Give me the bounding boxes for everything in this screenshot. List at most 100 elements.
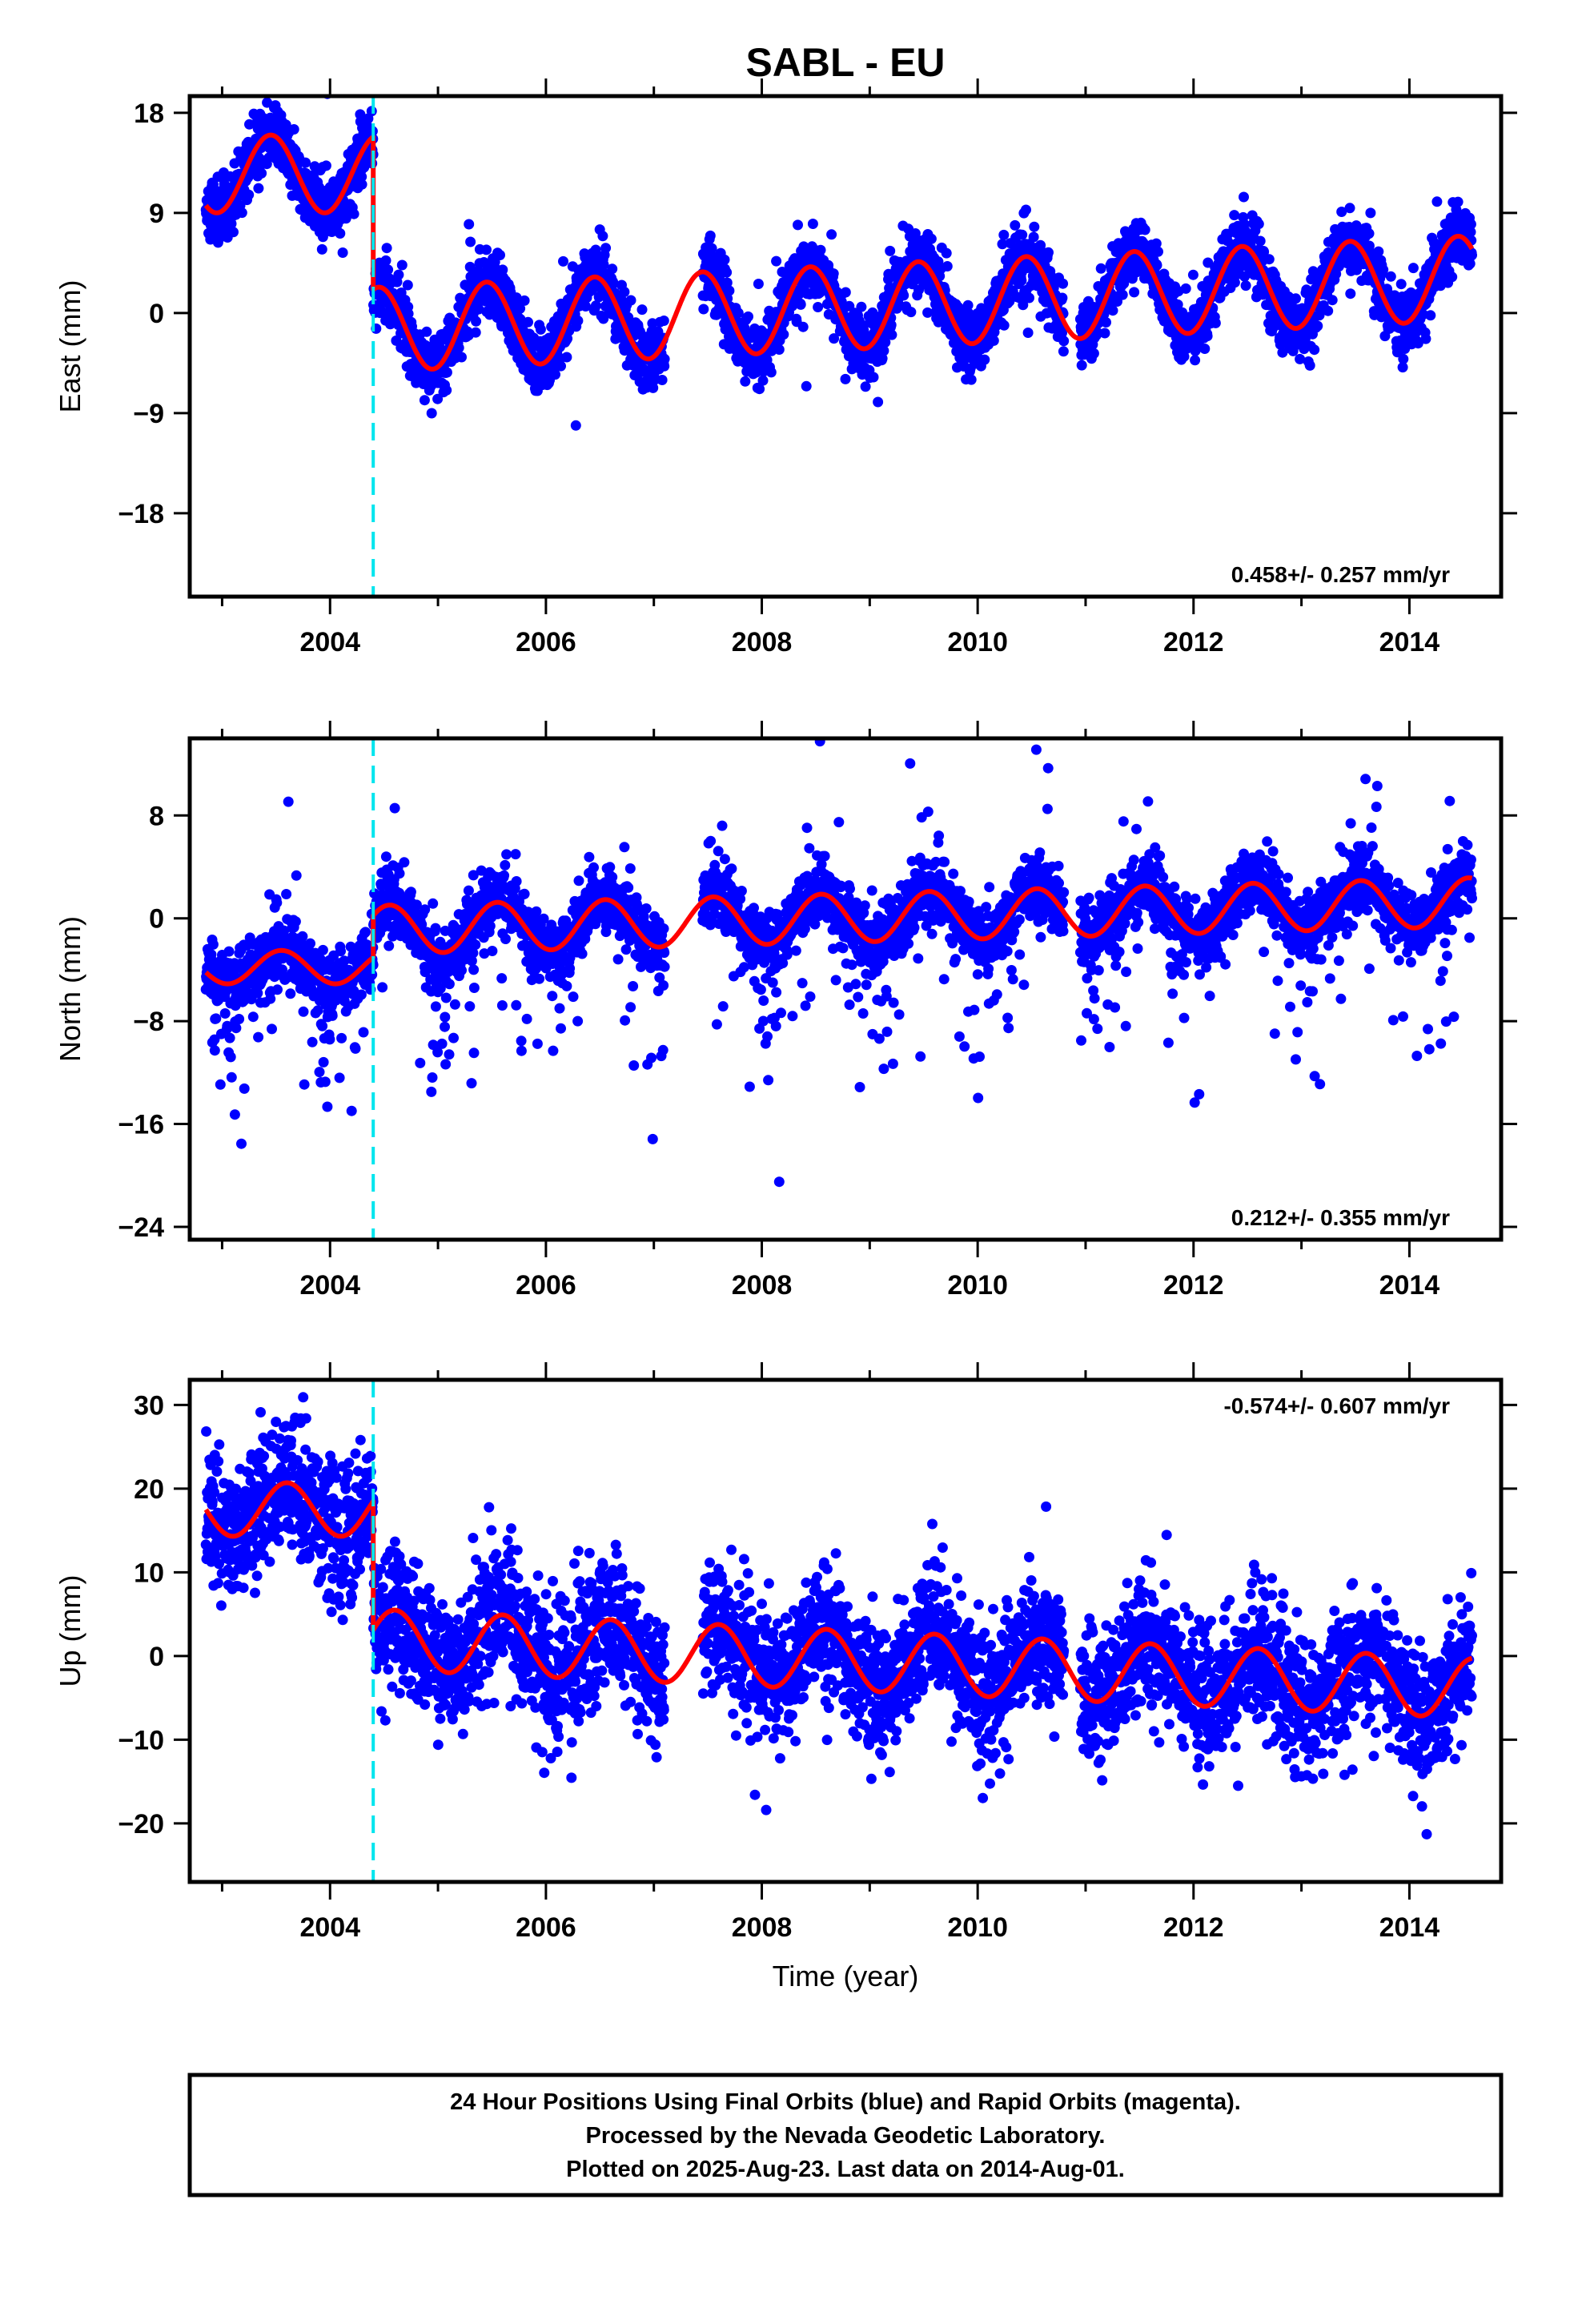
east-data-point (757, 375, 769, 386)
east-data-point (590, 244, 601, 255)
east-data-point (1363, 228, 1375, 239)
east-rate-label: 0.458+/- 0.257 mm/yr (1231, 562, 1450, 587)
east-data-point (797, 321, 809, 332)
east-data-point (348, 208, 359, 219)
east-data-point (1076, 360, 1087, 371)
east-data-point (840, 373, 851, 384)
east-data-point (1153, 246, 1163, 257)
east-data-point (1465, 219, 1476, 230)
east-data-point (556, 360, 566, 372)
east-x-tick-label: 2014 (1379, 627, 1440, 657)
north-data-point (272, 984, 283, 995)
figure-title: SABL - EU (745, 40, 945, 85)
east-y-axis-label: East (mm) (54, 280, 86, 413)
east-data-point (419, 395, 430, 406)
east-y-tick-label: −9 (133, 399, 164, 429)
east-data-point (1088, 348, 1099, 359)
east-data-point (441, 384, 452, 396)
east-data-point (1151, 259, 1162, 271)
east-data-point (1095, 263, 1106, 274)
north-data-point (355, 989, 367, 1000)
north-data-point (394, 868, 405, 879)
east-data-point (1255, 235, 1266, 247)
east-data-point (402, 279, 413, 291)
east-data-point (1010, 219, 1021, 231)
east-data-point (878, 345, 889, 356)
east-y-tick-label: 9 (149, 199, 164, 229)
east-data-point (590, 300, 601, 312)
north-data-point (229, 1109, 240, 1120)
east-data-point (558, 255, 568, 267)
east-data-point (778, 329, 789, 340)
east-data-point (885, 320, 897, 331)
east-data-point (765, 367, 777, 378)
east-data-point (1452, 196, 1464, 207)
east-data-point (523, 316, 533, 328)
east-data-point (1253, 219, 1264, 230)
east-data-point (1202, 331, 1213, 342)
east-data-point (926, 233, 937, 244)
east-data-point (1057, 292, 1068, 304)
east-data-point (1239, 191, 1249, 203)
east-data-point (1312, 320, 1323, 332)
north-data-point (440, 1021, 450, 1032)
north-data-point (298, 1006, 309, 1017)
east-data-point (453, 342, 464, 353)
east-data-point (383, 264, 394, 275)
east-data-point (1398, 353, 1409, 364)
east-data-point (1327, 295, 1338, 306)
north-data-point (430, 1001, 441, 1012)
north-data-point (281, 889, 292, 899)
east-data-point (288, 124, 299, 135)
north-data-point (247, 1011, 259, 1023)
north-data-point (207, 939, 219, 950)
east-data-point (1101, 317, 1111, 328)
east-data-point (562, 333, 573, 344)
east-data-point (1180, 283, 1191, 294)
east-data-point (658, 316, 669, 326)
east-data-point (898, 290, 909, 301)
east-data-point (1129, 287, 1140, 298)
east-data-point (600, 243, 612, 254)
east-data-point (793, 219, 803, 231)
east-data-point (1022, 328, 1034, 338)
north-data-point (225, 1051, 236, 1063)
north-data-point (305, 938, 315, 949)
east-data-point (659, 353, 670, 364)
east-data-point (1029, 221, 1040, 232)
east-data-point (966, 374, 977, 385)
east-data-point (1229, 210, 1240, 221)
east-data-point (1431, 196, 1443, 207)
north-data-point (350, 1043, 361, 1054)
north-data-point (440, 1011, 451, 1023)
east-data-point (1365, 207, 1376, 219)
east-data-point (253, 183, 264, 194)
east-data-point (393, 269, 404, 280)
east-data-point (1385, 271, 1396, 282)
east-data-point (426, 408, 437, 419)
east-data-point (515, 303, 526, 314)
east-data-point (988, 335, 999, 346)
north-data-point (405, 887, 416, 898)
north-data-point (314, 1067, 325, 1078)
east-data-point (721, 267, 733, 278)
east-data-point (648, 382, 659, 393)
east-data-point (815, 244, 826, 255)
east-data-point (1240, 280, 1251, 292)
north-data-point (317, 1020, 328, 1031)
east-data-point (941, 247, 952, 259)
east-data-point (598, 313, 609, 324)
east-data-point (721, 277, 733, 288)
east-data-point (656, 375, 668, 385)
east-data-point (598, 259, 609, 270)
east-data-point (1058, 346, 1069, 357)
east-data-point (1117, 289, 1128, 300)
north-data-point (327, 1010, 338, 1021)
east-data-point (1309, 344, 1320, 356)
east-data-point (1035, 239, 1046, 251)
east-data-point (337, 247, 348, 258)
north-data-point (427, 1072, 438, 1083)
east-data-point (826, 229, 837, 240)
